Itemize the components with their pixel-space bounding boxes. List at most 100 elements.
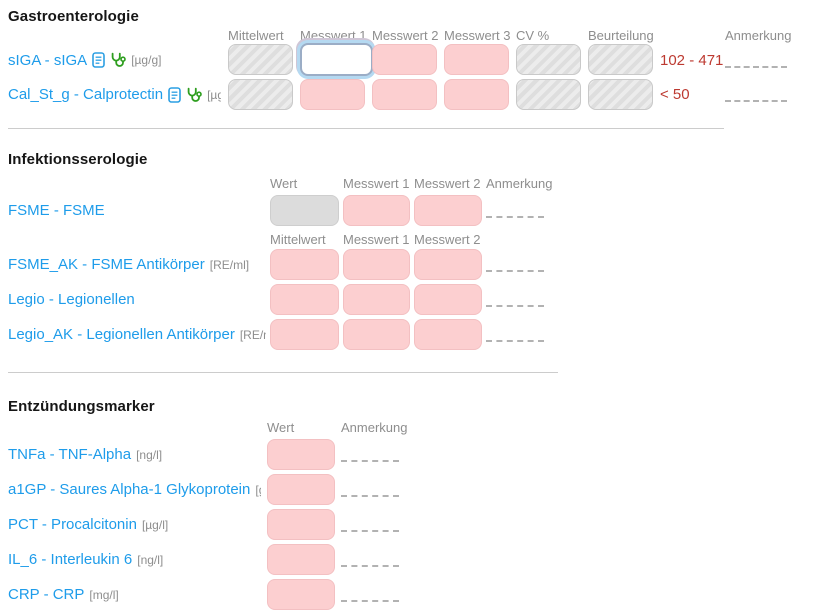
wert-field-readonly	[270, 195, 339, 226]
entzuendung-column-headers: Wert Anmerkung	[8, 419, 814, 435]
analyte-label-siga[interactable]: sIGA - sIGA	[8, 51, 88, 69]
messwert2-input[interactable]	[414, 249, 482, 280]
column-header-anmerkung: Anmerkung	[341, 420, 408, 435]
section-title-entzuendungsmarker: Entzündungsmarker	[8, 398, 155, 415]
messwert2-input[interactable]	[414, 195, 482, 226]
wert-input[interactable]	[267, 439, 335, 470]
analyte-unit: [ng/l]	[137, 552, 164, 567]
messwert1-input[interactable]	[343, 195, 410, 226]
reference-range: < 50	[660, 86, 690, 103]
analyte-label-crp[interactable]: CRP - CRP	[8, 586, 85, 603]
anmerkung-input[interactable]	[341, 600, 399, 602]
wert-input[interactable]	[267, 544, 335, 575]
messwert2-input[interactable]	[414, 319, 482, 350]
analyte-unit: [RE/ml]	[209, 257, 250, 272]
analyte-unit: [µg/g]	[207, 87, 221, 102]
anmerkung-input[interactable]	[341, 530, 399, 532]
anmerkung-input[interactable]	[486, 216, 544, 218]
wert-input[interactable]	[267, 474, 335, 505]
messwert2-input[interactable]	[372, 44, 437, 75]
table-row-fsme-ak: FSME_AK - FSME Antikörper [RE/ml]	[8, 249, 814, 280]
column-header-mittelwert: Mittelwert	[228, 28, 284, 43]
analyte-label-legio[interactable]: Legio - Legionellen	[8, 291, 135, 308]
table-row-a1gp: a1GP - Saures Alpha-1 Glykoprotein [g/l]	[8, 474, 814, 505]
section-title-gastroenterologie: Gastroenterologie	[8, 8, 139, 25]
anmerkung-input[interactable]	[341, 460, 399, 462]
stethoscope-icon[interactable]	[110, 52, 126, 68]
messwert1-input-focused[interactable]	[300, 43, 373, 76]
column-header-messwert1: Messwert 1	[343, 232, 410, 247]
reference-range: 102 - 471	[660, 51, 724, 69]
column-header-messwert1: Messwert 1	[300, 28, 367, 43]
wert-input[interactable]	[267, 579, 335, 610]
analyte-label-fsme-ak[interactable]: FSME_AK - FSME Antikörper	[8, 256, 205, 273]
mittelwert-field-disabled	[228, 44, 293, 75]
analyte-unit: [µg/g]	[131, 53, 162, 67]
analyte-label-fsme[interactable]: FSME - FSME	[8, 202, 105, 219]
analyte-unit: [µg/l]	[141, 517, 169, 532]
analyte-label-il6[interactable]: IL_6 - Interleukin 6	[8, 551, 133, 568]
mittelwert-field-disabled	[228, 79, 293, 110]
analyte-unit: [mg/l]	[89, 587, 119, 602]
infekt-column-headers-mid: Mittelwert Messwert 1 Messwert 2	[8, 231, 814, 247]
beurteilung-field-disabled	[588, 79, 653, 110]
document-icon[interactable]	[168, 86, 181, 103]
column-header-mittelwert: Mittelwert	[270, 232, 326, 247]
column-header-messwert2: Messwert 2	[414, 176, 481, 191]
anmerkung-input[interactable]	[725, 100, 787, 102]
table-row-siga: sIGA - sIGA [µg/g] 102 - 471	[8, 43, 814, 76]
mittelwert-input[interactable]	[270, 284, 339, 315]
anmerkung-input[interactable]	[486, 340, 544, 342]
anmerkung-input[interactable]	[725, 66, 787, 68]
table-row-crp: CRP - CRP [mg/l]	[8, 579, 814, 610]
messwert1-input[interactable]	[343, 249, 410, 280]
table-row-fsme: FSME - FSME	[8, 195, 814, 226]
wert-input[interactable]	[267, 509, 335, 540]
anmerkung-input[interactable]	[341, 565, 399, 567]
table-row-legio-ak: Legio_AK - Legionellen Antikörper [RE/ml…	[8, 319, 814, 350]
messwert2-input[interactable]	[372, 79, 437, 110]
column-header-anmerkung: Anmerkung	[725, 28, 792, 43]
table-row-il6: IL_6 - Interleukin 6 [ng/l]	[8, 544, 814, 575]
table-row-legio: Legio - Legionellen	[8, 284, 814, 315]
document-icon[interactable]	[92, 52, 105, 68]
analyte-label-tnfa[interactable]: TNFa - TNF-Alpha	[8, 446, 132, 463]
analyte-unit: [ng/l]	[136, 447, 163, 462]
table-row-pct: PCT - Procalcitonin [µg/l]	[8, 509, 814, 540]
messwert1-input[interactable]	[343, 284, 410, 315]
section-divider	[8, 128, 724, 129]
column-header-anmerkung: Anmerkung	[486, 176, 553, 191]
analyte-unit: [g/l]	[255, 482, 261, 497]
column-header-wert: Wert	[270, 176, 298, 191]
messwert3-input[interactable]	[444, 44, 509, 75]
column-header-cv: CV %	[516, 28, 550, 43]
column-header-messwert2: Messwert 2	[372, 28, 439, 43]
anmerkung-input[interactable]	[486, 270, 544, 272]
mittelwert-input[interactable]	[270, 319, 339, 350]
analyte-label-pct[interactable]: PCT - Procalcitonin	[8, 516, 137, 533]
column-header-messwert1: Messwert 1	[343, 176, 410, 191]
analyte-unit: [RE/ml]	[239, 327, 266, 342]
analyte-label-legio-ak[interactable]: Legio_AK - Legionellen Antikörper	[8, 326, 235, 343]
table-row-tnfa: TNFa - TNF-Alpha [ng/l]	[8, 439, 814, 470]
messwert3-input[interactable]	[444, 79, 509, 110]
cv-field-disabled	[516, 44, 581, 75]
infekt-column-headers-top: Wert Messwert 1 Messwert 2 Anmerkung	[8, 175, 814, 191]
messwert1-input[interactable]	[300, 79, 365, 110]
table-row-calprotectin: Cal_St_g - Calprotectin [µg/g] < 50	[8, 79, 814, 110]
column-header-beurteilung: Beurteilung	[588, 28, 654, 43]
cv-field-disabled	[516, 79, 581, 110]
messwert2-input[interactable]	[414, 284, 482, 315]
column-header-messwert3: Messwert 3	[444, 28, 511, 43]
anmerkung-input[interactable]	[486, 305, 544, 307]
analyte-label-calprotectin[interactable]: Cal_St_g - Calprotectin	[8, 86, 164, 103]
anmerkung-input[interactable]	[341, 495, 399, 497]
gastro-column-headers: Mittelwert Messwert 1 Messwert 2 Messwer…	[8, 27, 814, 43]
analyte-label-a1gp[interactable]: a1GP - Saures Alpha-1 Glykoprotein	[8, 481, 251, 498]
mittelwert-input[interactable]	[270, 249, 339, 280]
column-header-wert: Wert	[267, 420, 295, 435]
messwert1-input[interactable]	[343, 319, 410, 350]
stethoscope-icon[interactable]	[186, 87, 202, 103]
section-title-infektionsserologie: Infektionsserologie	[8, 151, 148, 168]
